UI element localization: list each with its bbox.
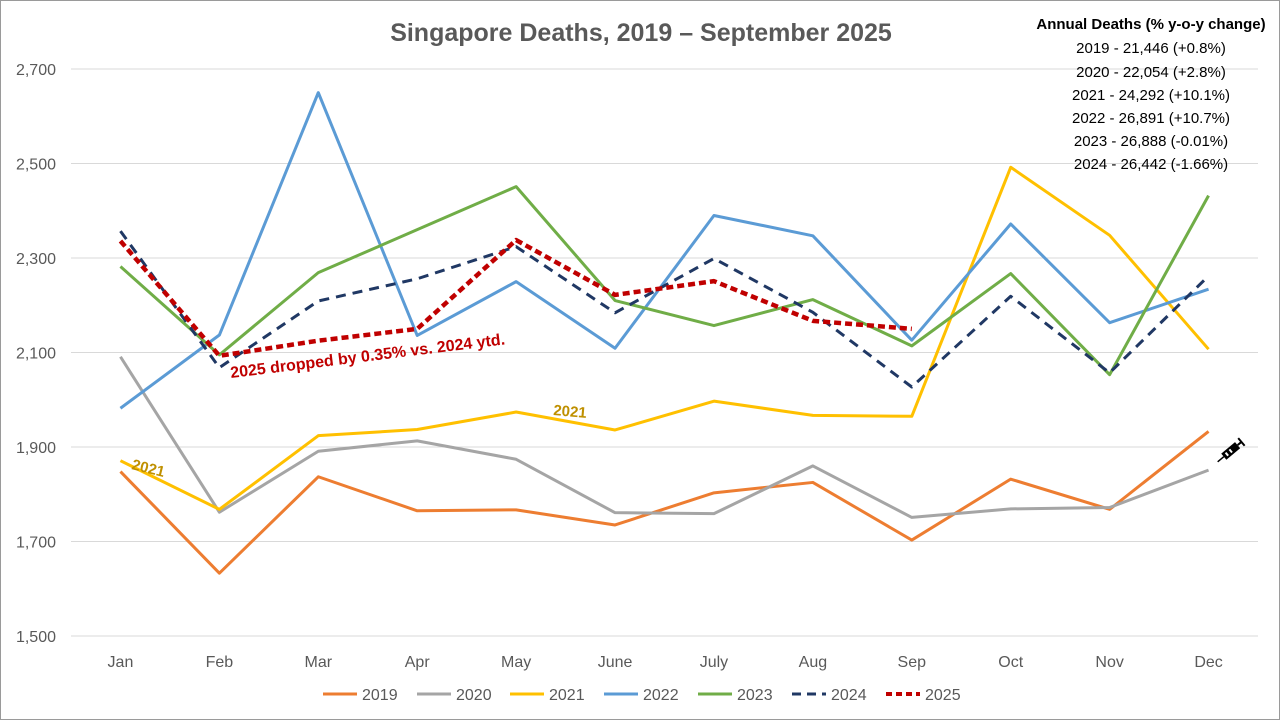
annual-summary-line: 2019 - 21,446 (+0.8%) xyxy=(1076,40,1226,57)
legend-label-2020: 2020 xyxy=(456,687,492,704)
x-tick-label: Feb xyxy=(206,654,234,671)
label-2021-jan: 2021 xyxy=(130,456,166,481)
x-tick-label: Jan xyxy=(108,654,134,671)
legend-label-2019: 2019 xyxy=(362,687,398,704)
x-tick-label: July xyxy=(700,654,728,671)
x-tick-label: May xyxy=(501,654,531,671)
y-tick-label: 2,500 xyxy=(16,157,56,174)
legend-item-2020: 2020 xyxy=(417,687,492,704)
legend-label-2025: 2025 xyxy=(925,687,961,704)
x-tick-label: Oct xyxy=(998,654,1023,671)
y-axis-ticks: 1,500 1,700 1,900 2,100 2,300 2,500 2,700 xyxy=(16,62,56,646)
x-tick-label: Dec xyxy=(1194,654,1222,671)
annual-summary-heading: Annual Deaths (% y-o-y change) xyxy=(1036,16,1265,33)
legend-item-2024: 2024 xyxy=(792,687,867,704)
series-line-2024 xyxy=(119,230,1210,389)
annual-summary-line: 2024 - 26,442 (-1.66%) xyxy=(1074,156,1228,173)
x-tick-label: Sep xyxy=(898,654,927,671)
annual-summary-line: 2021 - 24,292 (+10.1%) xyxy=(1072,87,1230,104)
annual-summary-line: 2020 - 22,054 (+2.8%) xyxy=(1076,64,1226,81)
y-tick-label: 1,700 xyxy=(16,535,56,552)
series-lines xyxy=(118,91,1210,575)
annual-summary-line: 2023 - 26,888 (-0.01%) xyxy=(1074,133,1228,150)
y-tick-label: 2,700 xyxy=(16,62,56,79)
legend-item-2023: 2023 xyxy=(698,687,773,704)
series-line-2020 xyxy=(119,355,1210,519)
ytd-annotation: 2025 dropped by 0.35% vs. 2024 ytd. xyxy=(229,331,506,382)
series-line-2019 xyxy=(119,430,1210,575)
series-line-2022 xyxy=(119,91,1210,410)
legend-item-2021: 2021 xyxy=(510,687,585,704)
series-line-2021 xyxy=(119,165,1210,511)
legend-label-2021: 2021 xyxy=(549,687,585,704)
annual-summary: Annual Deaths (% y-o-y change) 2019 - 21… xyxy=(1036,16,1265,173)
syringe-icon xyxy=(1217,437,1246,463)
chart-title: Singapore Deaths, 2019 – September 2025 xyxy=(390,19,892,47)
legend-item-2022: 2022 xyxy=(604,687,679,704)
gridlines xyxy=(71,68,1258,637)
y-tick-label: 2,300 xyxy=(16,251,56,268)
y-tick-label: 1,500 xyxy=(16,629,56,646)
legend-label-2024: 2024 xyxy=(831,687,867,704)
label-2021-may: 2021 xyxy=(553,402,588,422)
x-tick-label: Apr xyxy=(405,654,431,671)
legend-item-2019: 2019 xyxy=(323,687,398,704)
y-tick-label: 2,100 xyxy=(16,346,56,363)
legend-item-2025: 2025 xyxy=(886,687,961,704)
y-tick-label: 1,900 xyxy=(16,440,56,457)
legend: 2019 2020 2021 2022 2023 2024 xyxy=(323,687,961,704)
x-tick-label: June xyxy=(598,654,633,671)
series-line-2023 xyxy=(119,185,1210,377)
x-axis-ticks: Jan Feb Mar Apr May June July Aug Sep Oct Nov Dec xyxy=(108,654,1223,671)
x-tick-label: Nov xyxy=(1095,654,1123,671)
x-tick-label: Aug xyxy=(799,654,827,671)
series-line-2025 xyxy=(118,237,912,359)
annual-summary-line: 2022 - 26,891 (+10.7%) xyxy=(1072,110,1230,127)
legend-label-2022: 2022 xyxy=(643,687,679,704)
legend-label-2023: 2023 xyxy=(737,687,773,704)
x-tick-label: Mar xyxy=(305,654,333,671)
